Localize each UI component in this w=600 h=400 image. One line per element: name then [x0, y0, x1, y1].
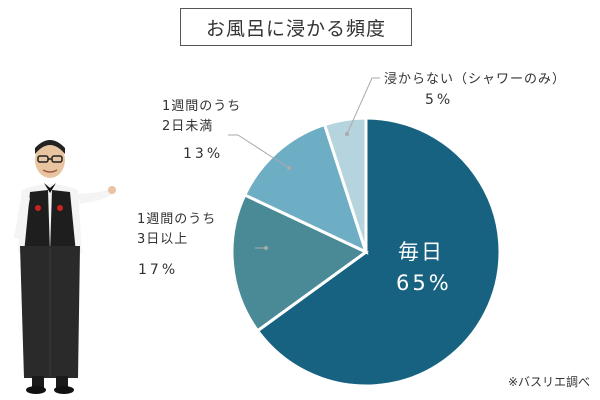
leader-dot — [287, 166, 291, 170]
pie-slice — [230, 192, 369, 333]
pie-slice — [242, 122, 369, 255]
slice-label-line: 浸からない（シャワーのみ） — [384, 72, 567, 87]
pie-slice — [255, 116, 502, 388]
source-note: ※バスリエ調べ — [507, 375, 590, 389]
leader-dot — [264, 246, 268, 250]
presenter-illustration — [14, 140, 116, 394]
slice-percent-label: 5% — [425, 92, 454, 108]
slice-percent-label: 17% — [138, 262, 179, 278]
slice-label-line: 毎日 — [398, 240, 444, 264]
slice-label-line: 1週間のうち — [137, 212, 217, 227]
slice-label: 1週間のうち 2日未満 — [162, 97, 241, 137]
slice-label-line: 1週間のうち — [162, 99, 242, 114]
pie-slice — [322, 116, 368, 253]
leader-dot — [345, 132, 349, 136]
slice-label: 浸からない（シャワーのみ） — [384, 70, 566, 90]
slice-label: 毎日 — [398, 236, 444, 266]
slice-percent-label: 65% — [396, 271, 452, 295]
leader-line — [228, 134, 290, 169]
chart-title: お風呂に浸かる頻度 — [180, 8, 412, 46]
slice-percent-label: 13% — [183, 146, 224, 162]
slice-label: 1週間のうち 3日以上 — [137, 210, 216, 250]
leader-line — [346, 77, 380, 135]
slice-label-line: 2日未満 — [162, 119, 214, 134]
slice-label-line: 3日以上 — [137, 232, 189, 247]
